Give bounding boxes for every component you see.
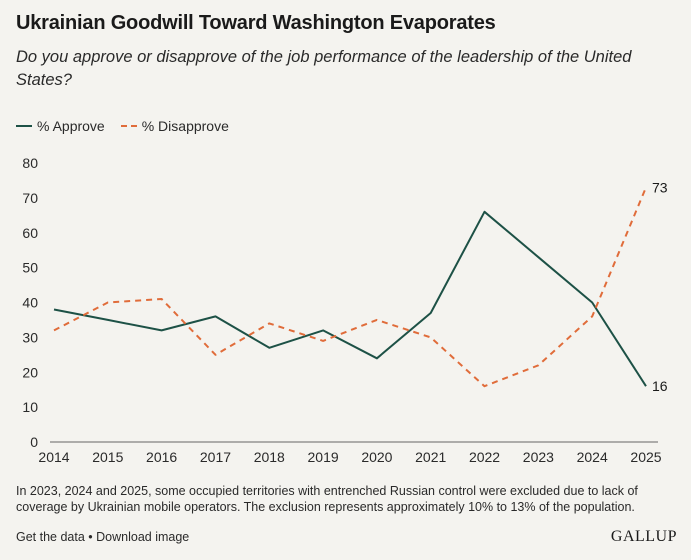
footer-separator: • [84, 530, 97, 544]
x-tick-label: 2018 [254, 449, 285, 465]
legend-item-disapprove: % Disapprove [120, 118, 229, 134]
x-tick-label: 2024 [577, 449, 608, 465]
y-tick-label: 20 [22, 364, 38, 380]
download-image-link[interactable]: Download image [96, 530, 190, 544]
y-tick-label: 80 [22, 155, 38, 171]
y-axis-ticks: 0 10 20 30 40 50 60 70 80 [22, 155, 38, 450]
legend: % Approve % Disapprove [16, 118, 245, 134]
series-layer [53, 187, 647, 388]
legend-label-disapprove: % Disapprove [141, 118, 229, 134]
y-tick-label: 10 [22, 399, 38, 415]
legend-swatch-approve [16, 125, 32, 127]
legend-item-approve: % Approve [16, 118, 105, 134]
x-tick-label: 2014 [38, 449, 69, 465]
legend-label-approve: % Approve [37, 118, 105, 134]
approve-end-label: 16 [652, 378, 668, 394]
chart-subtitle: Do you approve or disapprove of the job … [16, 48, 632, 89]
get-data-link[interactable]: Get the data [16, 530, 85, 544]
x-axis-ticks: 2014 2015 2016 2017 2018 2019 2020 2021 2022 2023… [38, 449, 661, 465]
y-tick-label: 70 [22, 190, 38, 206]
x-tick-label: 2025 [630, 449, 661, 465]
y-tick-label: 30 [22, 329, 38, 345]
x-tick-label: 2016 [146, 449, 177, 465]
x-tick-label: 2020 [361, 449, 392, 465]
x-tick-label: 2022 [469, 449, 500, 465]
y-tick-label: 50 [22, 260, 38, 276]
x-tick-label: 2017 [200, 449, 231, 465]
disapprove-end-label: 73 [652, 179, 668, 195]
x-tick-label: 2015 [92, 449, 123, 465]
footnote: In 2023, 2024 and 2025, some occupied te… [16, 484, 638, 514]
chart-title: Ukrainian Goodwill Toward Washington Eva… [16, 12, 496, 34]
legend-swatch-disapprove [120, 125, 137, 127]
footer-links: Get the data • Download image [16, 530, 189, 544]
y-tick-label: 60 [22, 225, 38, 241]
x-tick-label: 2019 [308, 449, 339, 465]
y-tick-label: 40 [22, 295, 38, 311]
y-tick-label: 0 [30, 434, 38, 450]
gallup-logo: GALLUP [610, 528, 677, 545]
disapprove-series-line [53, 187, 647, 388]
approve-series-line [53, 210, 647, 387]
x-tick-label: 2023 [523, 449, 554, 465]
x-tick-label: 2021 [415, 449, 446, 465]
